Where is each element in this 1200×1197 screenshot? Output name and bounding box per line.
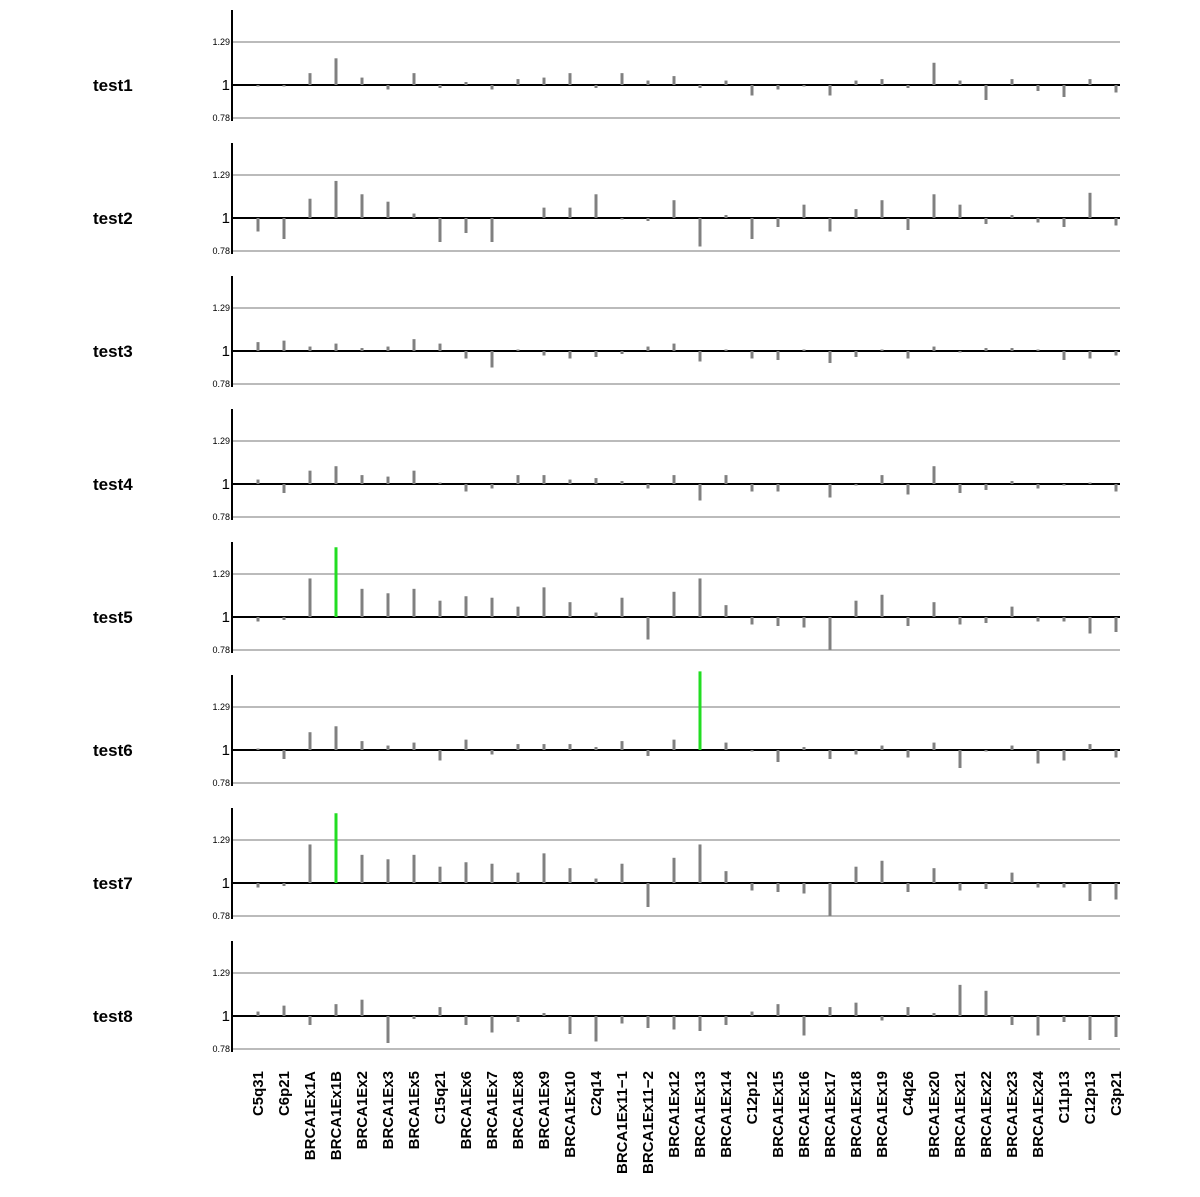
row-label: test4 [93,475,133,494]
x-tick-label: C15q21 [432,1071,449,1124]
y-tick-label: 1.29 [212,569,230,579]
y-tick-label: 0.78 [212,113,230,123]
x-tick-label: C6p21 [276,1071,293,1116]
row-label: test6 [93,741,133,760]
x-tick-label: BRCA1Ex13 [692,1071,709,1158]
y-tick-label: 1.29 [212,968,230,978]
x-tick-label: BRCA1Ex2 [354,1071,371,1149]
x-tick-label: C3p21 [1108,1071,1125,1116]
y-tick-label: 0.78 [212,645,230,655]
y-tick-label: 1 [222,210,230,227]
row-label: test8 [93,1007,133,1026]
x-tick-label: BRCA1Ex17 [822,1071,839,1158]
x-tick-label: BRCA1Ex10 [562,1071,579,1158]
x-tick-label: BRCA1Ex11−2 [640,1071,657,1174]
x-tick-label: BRCA1Ex21 [952,1071,969,1158]
x-tick-label: BRCA1Ex8 [510,1071,527,1149]
x-tick-label: BRCA1Ex6 [458,1071,475,1149]
y-tick-label: 1.29 [212,37,230,47]
x-tick-label: BRCA1Ex3 [380,1071,397,1149]
x-tick-label: BRCA1Ex24 [1030,1070,1047,1157]
y-tick-label: 1 [222,77,230,94]
row-label: test7 [93,874,133,893]
y-tick-label: 0.78 [212,778,230,788]
x-tick-label: BRCA1Ex16 [796,1071,813,1158]
y-tick-label: 0.78 [212,1044,230,1054]
x-tick-label: BRCA1Ex12 [666,1071,683,1158]
y-tick-label: 1 [222,1008,230,1025]
y-tick-label: 1 [222,875,230,892]
y-tick-label: 0.78 [212,512,230,522]
x-tick-label: BRCA1Ex7 [484,1071,501,1149]
x-tick-label: BRCA1Ex1B [328,1071,345,1160]
y-tick-label: 1.29 [212,436,230,446]
x-tick-label: C12p13 [1082,1071,1099,1124]
x-tick-label: BRCA1Ex11−1 [614,1071,631,1174]
y-tick-label: 1 [222,609,230,626]
y-tick-label: 0.78 [212,379,230,389]
y-tick-label: 0.78 [212,911,230,921]
x-tick-label: C11p13 [1056,1071,1073,1124]
y-tick-label: 1 [222,476,230,493]
x-tick-label: BRCA1Ex19 [874,1071,891,1158]
row-label: test5 [93,608,133,627]
x-tick-label: BRCA1Ex14 [718,1070,735,1157]
x-tick-label: BRCA1Ex9 [536,1071,553,1149]
x-tick-label: C5q31 [250,1071,267,1116]
row-label: test3 [93,342,133,361]
y-tick-label: 1 [222,742,230,759]
x-tick-label: C4q26 [900,1071,917,1116]
y-tick-label: 1.29 [212,702,230,712]
x-tick-label: BRCA1Ex23 [1004,1071,1021,1158]
x-tick-label: C2q14 [588,1070,605,1116]
y-tick-label: 0.78 [212,246,230,256]
row-label: test1 [93,76,133,95]
x-tick-label: BRCA1Ex20 [926,1071,943,1158]
x-tick-label: BRCA1Ex1A [302,1071,319,1160]
y-tick-label: 1.29 [212,835,230,845]
y-tick-label: 1.29 [212,303,230,313]
x-tick-label: BRCA1Ex15 [770,1071,787,1158]
x-tick-label: BRCA1Ex22 [978,1071,995,1158]
x-tick-label: BRCA1Ex5 [406,1071,423,1149]
y-tick-label: 1.29 [212,170,230,180]
x-tick-label: BRCA1Ex18 [848,1071,865,1158]
row-label: test2 [93,209,133,228]
x-tick-label: C12p12 [744,1071,761,1124]
y-tick-label: 1 [222,343,230,360]
